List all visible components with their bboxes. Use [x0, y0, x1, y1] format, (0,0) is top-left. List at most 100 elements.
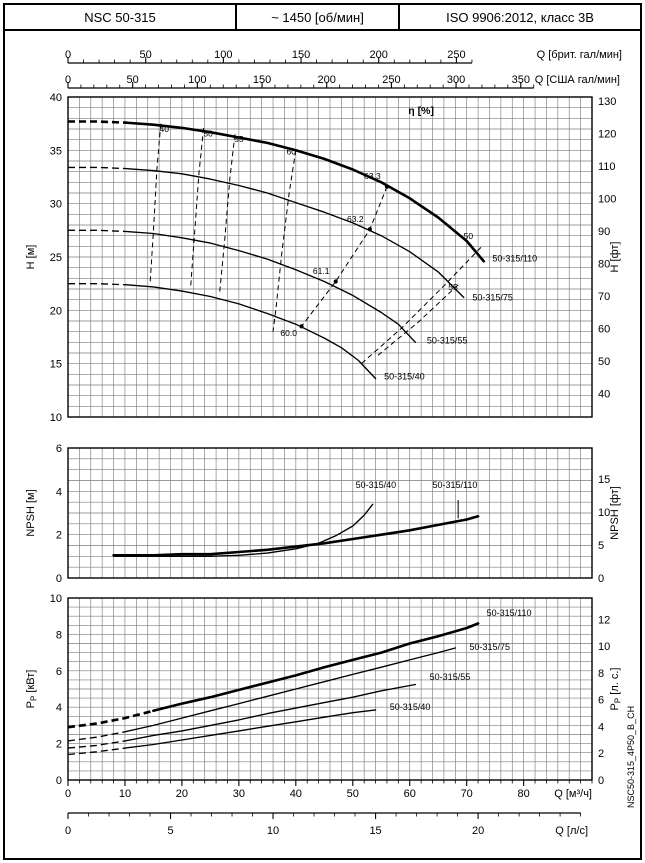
top-axis-us-gpm-tick: 300 — [447, 74, 465, 86]
curve-50-315/110 — [123, 121, 486, 263]
efficiency-line — [149, 123, 162, 285]
top-axis-us-gpm-tick: 200 — [318, 74, 336, 86]
npsh-ytick-right: 15 — [598, 474, 610, 486]
power-ytick-right: 0 — [598, 775, 604, 787]
power-ytick-left: 8 — [56, 629, 62, 641]
efficiency-label: 40 — [160, 124, 170, 134]
power-ytick-right: 6 — [598, 695, 604, 707]
top-axis-imp-gpm-tick: 50 — [140, 49, 152, 61]
hq-ytick-right: 70 — [598, 291, 610, 303]
npsh-ytick-left: 2 — [56, 530, 62, 542]
curve-50-315/75 — [124, 647, 456, 733]
power-yaxis-label-left: PP [кВт] — [25, 670, 39, 709]
curve-50-315/55 — [124, 683, 417, 742]
curve-label: 50-315/110 — [433, 480, 478, 490]
curve-label: 50-315/40 — [384, 372, 425, 382]
bep-label: 63.3 — [364, 171, 381, 181]
bep-label: 63.2 — [347, 214, 364, 224]
npsh-ytick-left: 4 — [56, 486, 62, 498]
bep-label: 60.0 — [280, 328, 297, 338]
curve-50-315/40-dashed — [68, 283, 126, 286]
curve-50-315/75-dashed — [68, 166, 126, 170]
curve-label: 50-315/40 — [390, 702, 431, 712]
power-plot: 0 2 4 6 8 10 0 2 4 6 8 10 12 PP [кВт] PP [л. с.] 50-315… — [25, 593, 623, 787]
hq-ytick-left: 35 — [50, 145, 62, 157]
bottom-axis-ls-tick: 5 — [167, 825, 173, 837]
top-axis-us-gpm-tick: 100 — [188, 74, 206, 86]
power-ytick-left: 10 — [50, 593, 62, 605]
efficiency-line — [301, 186, 388, 327]
hq-plot: 10 15 20 25 30 35 40 40 50 60 70 80 90 100 110 120 130 40… — [50, 92, 617, 424]
power-ytick-right: 4 — [598, 721, 604, 733]
hq-ytick-right: 120 — [598, 129, 616, 141]
top-axis-us-gpm: 0 50 100 150 200 250 300 350 Q [США гал/мин] — [65, 74, 620, 89]
hq-ytick-left: 30 — [50, 199, 62, 211]
bottom-axis-ls-tick: 20 — [472, 825, 484, 837]
power-ytick-left: 4 — [56, 702, 62, 714]
hq-yaxis-label-right: H [фт] — [609, 242, 621, 273]
bottom-axis-m3h: 0 10 20 30 40 50 60 70 80 Q [м³/ч] — [65, 780, 593, 800]
power-ytick-right: 2 — [598, 748, 604, 760]
bottom-axis-m3h-tick: 60 — [404, 788, 416, 800]
curve-50-315/75 — [124, 167, 465, 299]
curve-50-315/110 — [112, 514, 480, 557]
efficiency-label: 50 — [203, 128, 213, 138]
test-standard: ISO 9906:2012, класс 3В — [446, 9, 594, 25]
title-block: NSC 50-315 ~ 1450 [об/мин] ISO 9906:2012… — [5, 5, 640, 31]
curve-50-315/40 — [112, 503, 374, 557]
bottom-axis-m3h-label: Q [м³/ч] — [554, 788, 592, 800]
hq-ytick-right: 40 — [598, 389, 610, 401]
bottom-axis-m3h-tick: 20 — [176, 788, 188, 800]
power-yaxis-label-right: PP [л. с.] — [609, 668, 623, 711]
bottom-axis-ls-tick: 10 — [267, 825, 279, 837]
npsh-plot: 0 2 4 6 0 5 10 15 50-315/40 50-315/110 — [56, 443, 610, 585]
top-axis-imp-gpm-tick: 100 — [214, 49, 232, 61]
top-axis-us-gpm-tick: 150 — [253, 74, 271, 86]
top-axis-us-gpm-tick: 50 — [127, 74, 139, 86]
top-axis-us-gpm-tick: 350 — [512, 74, 530, 86]
curve-50-315/55-dashed — [67, 740, 126, 749]
hq-ytick-left: 15 — [50, 359, 62, 371]
bep-point — [333, 279, 338, 284]
power-ytick-left: 6 — [56, 666, 62, 678]
top-axis-imp-gpm: 0 50 100 150 200 250 Q [брит. гал/мин] — [65, 49, 622, 64]
curve-50-315/110-dashed — [67, 709, 154, 729]
hq-ytick-left: 20 — [50, 305, 62, 317]
efficiency-line — [375, 284, 459, 358]
npsh-ytick-left: 6 — [56, 443, 62, 455]
bottom-axis-ls-label: Q [л/с] — [555, 825, 588, 837]
top-axis-imp-gpm-tick: 200 — [370, 49, 388, 61]
curve-label: 50-315/110 — [487, 608, 532, 618]
hq-ytick-left: 40 — [50, 92, 62, 104]
page-frame — [3, 3, 642, 860]
bottom-axis-m3h-tick: 40 — [290, 788, 302, 800]
efficiency-label: 60 — [287, 147, 297, 157]
power-ytick-left: 0 — [56, 775, 62, 787]
power-ytick-right: 10 — [598, 641, 610, 653]
efficiency-line — [272, 150, 297, 332]
hq-ytick-right: 110 — [598, 161, 616, 173]
hq-ytick-right: 130 — [598, 96, 616, 108]
top-axis-us-gpm-label: Q [США гал/мин] — [535, 74, 620, 86]
power-ytick-left: 2 — [56, 739, 62, 751]
bottom-axis-m3h-tick: 70 — [461, 788, 473, 800]
npsh-ytick-right: 5 — [598, 540, 604, 552]
curve-50-315/110 — [152, 622, 480, 713]
npsh-ytick-left: 0 — [56, 573, 62, 585]
power-ytick-right: 12 — [598, 614, 610, 626]
hq-yaxis-label-left: H [м] — [25, 245, 37, 270]
bottom-axis-m3h-tick: 0 — [65, 788, 71, 800]
top-axis-imp-gpm-tick: 250 — [447, 49, 465, 61]
power-ytick-right: 8 — [598, 668, 604, 680]
efficiency-line — [190, 127, 205, 290]
top-axis-imp-gpm-tick: 0 — [65, 49, 71, 61]
pump-speed: ~ 1450 [об/мин] — [237, 5, 400, 29]
pump-model: NSC 50-315 — [5, 5, 237, 29]
hq-ytick-right: 90 — [598, 226, 610, 238]
bep-label: 61.1 — [313, 266, 330, 276]
npsh-yaxis-label-left: NPSH [м] — [25, 489, 37, 536]
efficiency-label: 50 — [464, 231, 474, 241]
top-axis-us-gpm-tick: 0 — [65, 74, 71, 86]
curve-label: 50-315/75 — [472, 293, 513, 303]
